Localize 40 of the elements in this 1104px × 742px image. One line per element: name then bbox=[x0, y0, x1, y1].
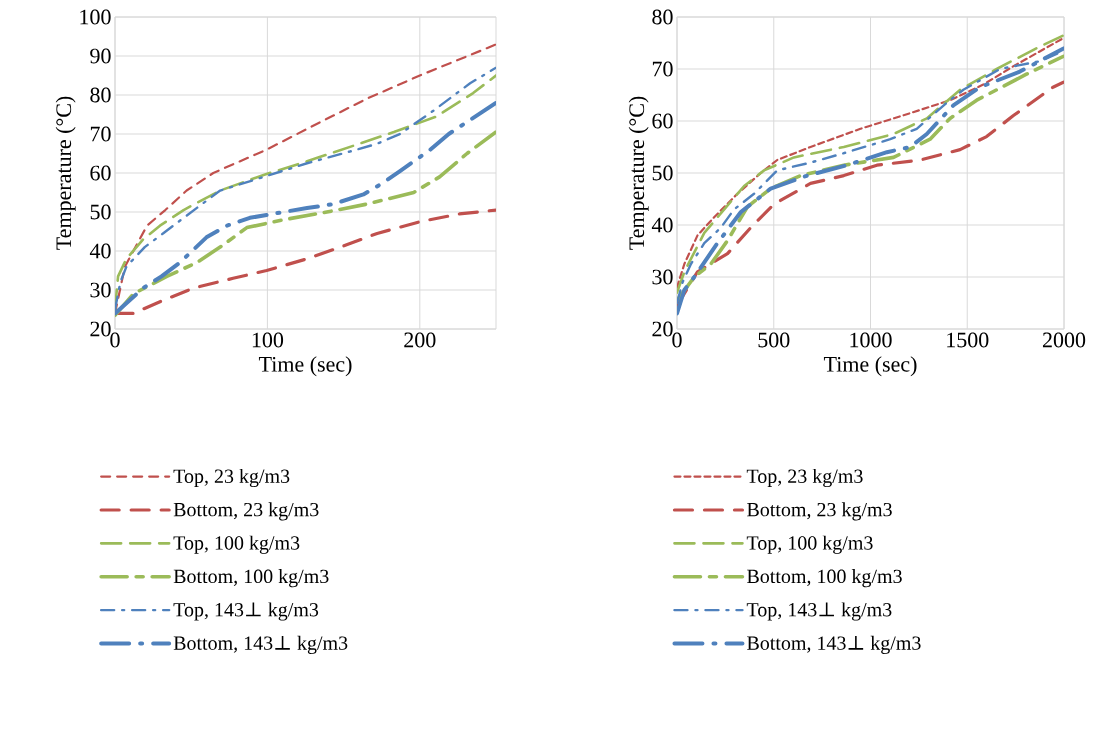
y-tick-label: 100 bbox=[80, 9, 111, 25]
y-axis-title: Temperature (°C) bbox=[55, 96, 76, 250]
y-tick-label: 40 bbox=[651, 217, 673, 233]
y-tick-label: 30 bbox=[652, 269, 673, 285]
legend-label: Bottom, 23 kg/m3 bbox=[173, 502, 319, 521]
y-tick-label: 20 bbox=[90, 321, 111, 337]
legend-label: Bottom, 100 kg/m3 bbox=[173, 569, 329, 588]
y-tick-label: 80 bbox=[652, 9, 673, 25]
y-axis-title: Temperature (°C) bbox=[628, 96, 649, 250]
legend-label: Bottom, 100 kg/m3 bbox=[747, 569, 902, 588]
legend-label: Top, 23 kg/m3 bbox=[173, 468, 290, 488]
y-tick-label: 70 bbox=[90, 126, 111, 142]
legend-label: Bottom, 143⊥ kg/m3 bbox=[173, 635, 348, 654]
legend-label: Top, 143⊥ kg/m3 bbox=[173, 602, 319, 621]
y-tick-label: 50 bbox=[90, 204, 111, 220]
legend-label: Top, 143⊥ kg/m3 bbox=[746, 602, 892, 621]
y-tick-label: 60 bbox=[652, 113, 673, 129]
y-tick-label: 90 bbox=[90, 48, 111, 64]
x-tick-label: 0 bbox=[110, 332, 120, 348]
legend-label: Bottom, 23 kg/m3 bbox=[747, 502, 892, 521]
y-tick-label: 80 bbox=[90, 87, 111, 103]
y-tick-label: 40 bbox=[89, 243, 111, 259]
y-tick-label: 20 bbox=[652, 321, 673, 337]
legend-label: Top, 23 kg/m3 bbox=[746, 468, 863, 488]
y-tick-label: 60 bbox=[90, 165, 111, 181]
legend-label: Top, 100 kg/m3 bbox=[173, 535, 300, 554]
y-tick-label: 70 bbox=[652, 61, 673, 77]
x-tick-label: 100 bbox=[252, 332, 284, 348]
x-tick-label: 500 bbox=[758, 332, 790, 348]
y-tick-label: 30 bbox=[90, 282, 111, 298]
x-tick-label: 2000 bbox=[1042, 332, 1086, 348]
legend-label: Top, 100 kg/m3 bbox=[746, 535, 873, 554]
x-tick-label: 0 bbox=[672, 332, 682, 348]
y-tick-label: 50 bbox=[652, 165, 673, 181]
x-tick-label: 1500 bbox=[947, 332, 989, 348]
x-axis-title: Time (sec) bbox=[258, 356, 352, 377]
legend-label: Bottom, 143⊥ kg/m3 bbox=[747, 635, 921, 654]
x-tick-label: 200 bbox=[404, 332, 436, 348]
x-tick-label: 1000 bbox=[850, 332, 892, 348]
x-axis-title: Time (sec) bbox=[823, 356, 917, 377]
